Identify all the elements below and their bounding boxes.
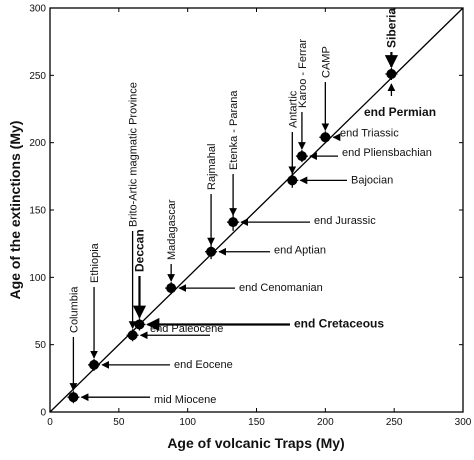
y-tick-label: 50 [35,340,47,351]
x-tick-label: 50 [113,417,125,428]
trap-label: Etenka - Parana [228,90,240,170]
extinction-label: end Permian [364,105,436,119]
data-point [127,330,138,341]
axis-ticks: 0 50 100 150 200 250 300 0 50 100 150 200 250 300 [29,4,471,429]
data-points [67,67,398,404]
extinction-label: Bajocian [351,174,393,186]
x-tick-label: 250 [386,417,403,428]
data-point [134,319,145,330]
extinction-label: end Pliensbachian [342,147,432,159]
data-point [296,151,307,162]
trap-label: Madagascar [166,199,178,260]
extinction-label: end Jurassic [314,215,376,227]
y-tick-label: 300 [29,4,46,15]
data-point-group [67,391,80,404]
data-point-group [286,172,299,188]
data-point-group [205,244,218,260]
y-tick-label: 0 [40,408,46,419]
y-axis-title: Age of the extinctions (My) [7,121,23,300]
extinction-label: end Aptian [274,245,326,257]
extinction-label: end Cretaceous [294,316,384,330]
extinction-label: end Paleocene [150,323,223,335]
trap-label: Deccan [132,229,146,272]
extinction-label: end Eocene [174,359,233,371]
data-point [386,68,397,79]
x-axis-title: Age of volcanic Traps (My) [167,435,344,451]
data-point [89,359,100,370]
trap-label: Antartic [287,90,299,128]
annotations: Columbia mid Miocene Ethiopia end Eocene Bri… [68,8,436,407]
x-tick-label: 100 [179,417,196,428]
x-tick-label: 300 [455,417,472,428]
trap-label: Karoo - Ferrar [297,39,309,108]
data-point-group [88,358,101,371]
y-tick-label: 200 [29,138,46,149]
trap-label: Brito-Artic magmatic Province [128,82,140,227]
y-tick-label: 100 [29,273,46,284]
extinction-label: end Cenomanian [239,282,323,294]
x-tick-label: 150 [248,417,265,428]
trap-label: Ethiopia [89,242,101,283]
data-point-group [385,67,398,80]
data-point [320,132,331,143]
trap-label: CAMP [320,46,332,78]
data-point [228,217,239,228]
x-tick-label: 200 [317,417,334,428]
data-point-group [319,131,332,144]
data-point [166,283,177,294]
data-point-group [133,318,146,331]
data-point [287,175,298,186]
extinction-label: end Triassic [340,127,399,139]
x-tick-label: 0 [47,417,53,428]
identity-line [49,7,464,413]
extinction-label: mid Miocene [154,394,216,406]
trap-label: Rajmahal [206,144,218,190]
data-point-group [226,213,240,231]
trap-label: Columbia [68,286,80,333]
data-point-group [165,282,178,295]
trap-label: Siberia [384,8,398,48]
data-point-group [126,329,139,342]
y-tick-label: 250 [29,71,46,82]
data-point [206,246,217,257]
data-point [68,392,79,403]
y-tick-label: 150 [29,206,46,217]
data-point-group [295,150,308,163]
